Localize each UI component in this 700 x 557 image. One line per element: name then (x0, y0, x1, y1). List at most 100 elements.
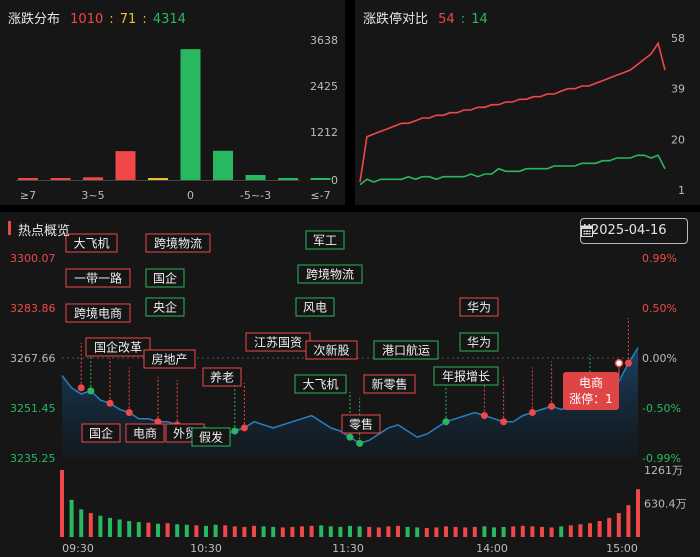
calendar-icon (581, 224, 593, 237)
bar (213, 150, 233, 180)
y-left-tick-label: 3283.86 (10, 302, 56, 315)
concept-tag-box (297, 264, 363, 284)
volume-bar (530, 526, 535, 537)
volume-bar (367, 526, 372, 537)
bar (278, 178, 298, 180)
x-tick-label: 14:00 (476, 542, 508, 555)
event-dot (548, 402, 556, 410)
concept-tag-label: 房地产 (151, 352, 187, 367)
concept-tag-label: 国企 (153, 271, 177, 286)
concept-tag-box (65, 233, 118, 253)
volume-bar (88, 513, 93, 537)
concept-tag-box (363, 374, 416, 394)
volume-bar (453, 526, 458, 537)
volume-bar (348, 525, 352, 537)
volume-bar (376, 527, 381, 537)
concept-tag-box (125, 423, 165, 443)
concept-tag-label: 港口航运 (382, 343, 430, 358)
bar (83, 177, 103, 180)
volume-bar (271, 526, 276, 537)
concept-tag-label: 央企 (153, 300, 177, 315)
volume-bar (578, 524, 583, 537)
volume-bar (127, 521, 132, 537)
y-tick-label: 58 (671, 32, 685, 45)
volume-bar (472, 526, 477, 537)
concept-tag-box (145, 297, 185, 317)
volume-bar (252, 525, 256, 537)
volume-bar (280, 527, 285, 537)
volume-bar (424, 527, 429, 537)
event-dot (346, 433, 354, 441)
event-dot (500, 418, 508, 426)
concept-tag-label: 江苏国资 (254, 336, 302, 350)
volume-bar (415, 527, 420, 537)
volume-bar (396, 525, 400, 537)
up-count: 1010 (70, 12, 104, 27)
concept-tag-box (294, 374, 347, 394)
volume-bar (69, 499, 74, 537)
y-right-tick-label: -0.50% (642, 402, 681, 415)
volume-bar (559, 526, 564, 537)
hot-chart: 3300.07 0.99% 3283.86 0.50% 3267.66 0.00% 3251… (10, 230, 687, 555)
distribution-panel: 涨跌分布 1010: 71: 4314 3638 2425 1212 0 ≥7 3~5 0 -… (0, 0, 345, 205)
volume-bar (511, 526, 516, 537)
limit-up-line (359, 41, 666, 183)
event-dot (356, 439, 364, 447)
volume-bar (588, 523, 592, 537)
volume-bar (357, 526, 362, 537)
event-dot (231, 427, 239, 435)
volume-tick-label: 1261万 (644, 464, 683, 477)
volume-bar (290, 526, 295, 537)
volume-bar (568, 525, 573, 537)
event-dot (106, 399, 114, 407)
y-tick-label: 1212 (310, 126, 338, 139)
concept-tag-label: 养老 (210, 370, 234, 385)
concept-tag-label: 零售 (349, 417, 373, 432)
concept-tag-label: 华为 (467, 301, 491, 315)
y-tick-label: 20 (671, 133, 685, 146)
concept-tag-box (191, 427, 231, 447)
event-dot (480, 412, 488, 420)
bar (310, 178, 331, 180)
limit-compare-header: 涨跌停对比 54: 14 (363, 12, 488, 27)
concept-tag-label: 华为 (467, 336, 491, 350)
volume-bar (213, 524, 218, 537)
concept-tag-box (145, 233, 211, 253)
volume-bar (520, 525, 525, 537)
volume-bar (79, 509, 84, 537)
y-tick-label: 1 (678, 184, 685, 197)
x-tick-label: ≥7 (20, 189, 36, 202)
concept-tag-box (341, 414, 381, 434)
limit-compare-title: 涨跌停对比 (363, 12, 429, 27)
concept-tag-box (305, 230, 345, 250)
volume-bar (319, 525, 324, 537)
concept-tag-label: 跨境电商 (74, 306, 122, 321)
concept-tag-box (143, 349, 196, 369)
distribution-header: 涨跌分布 1010: 71: 4314 (8, 12, 186, 27)
volume-bar (175, 524, 180, 537)
limit-compare-chart: 58 39 20 1 (359, 32, 685, 197)
highlight-dot (614, 358, 624, 368)
concept-tag-label: 假发 (199, 430, 223, 445)
event-dot (528, 408, 536, 416)
y-tick-label: 39 (671, 83, 685, 96)
concept-tag-label: 电商 (133, 426, 157, 441)
concept-tag-label: 年报增长 (442, 369, 490, 384)
concept-tag-box (459, 332, 499, 352)
concept-tag-label: 一带一路 (74, 271, 122, 286)
volume-bar (232, 526, 237, 537)
bar (115, 151, 136, 180)
date-picker[interactable]: 2025-04-16 (580, 218, 688, 244)
down-count: 4314 (152, 12, 186, 27)
event-dot (624, 359, 632, 367)
concept-tag-label: 国企改革 (94, 340, 142, 355)
volume-bar (146, 522, 151, 537)
volume-bar (204, 525, 208, 537)
event-dot (154, 418, 162, 426)
concept-tag-box (305, 340, 358, 360)
event-dot (125, 408, 133, 416)
event-dot (87, 387, 95, 395)
volume-bar (386, 526, 391, 537)
y-right-tick-label: 0.50% (642, 302, 677, 315)
y-right-tick-label: 0.00% (642, 352, 677, 365)
